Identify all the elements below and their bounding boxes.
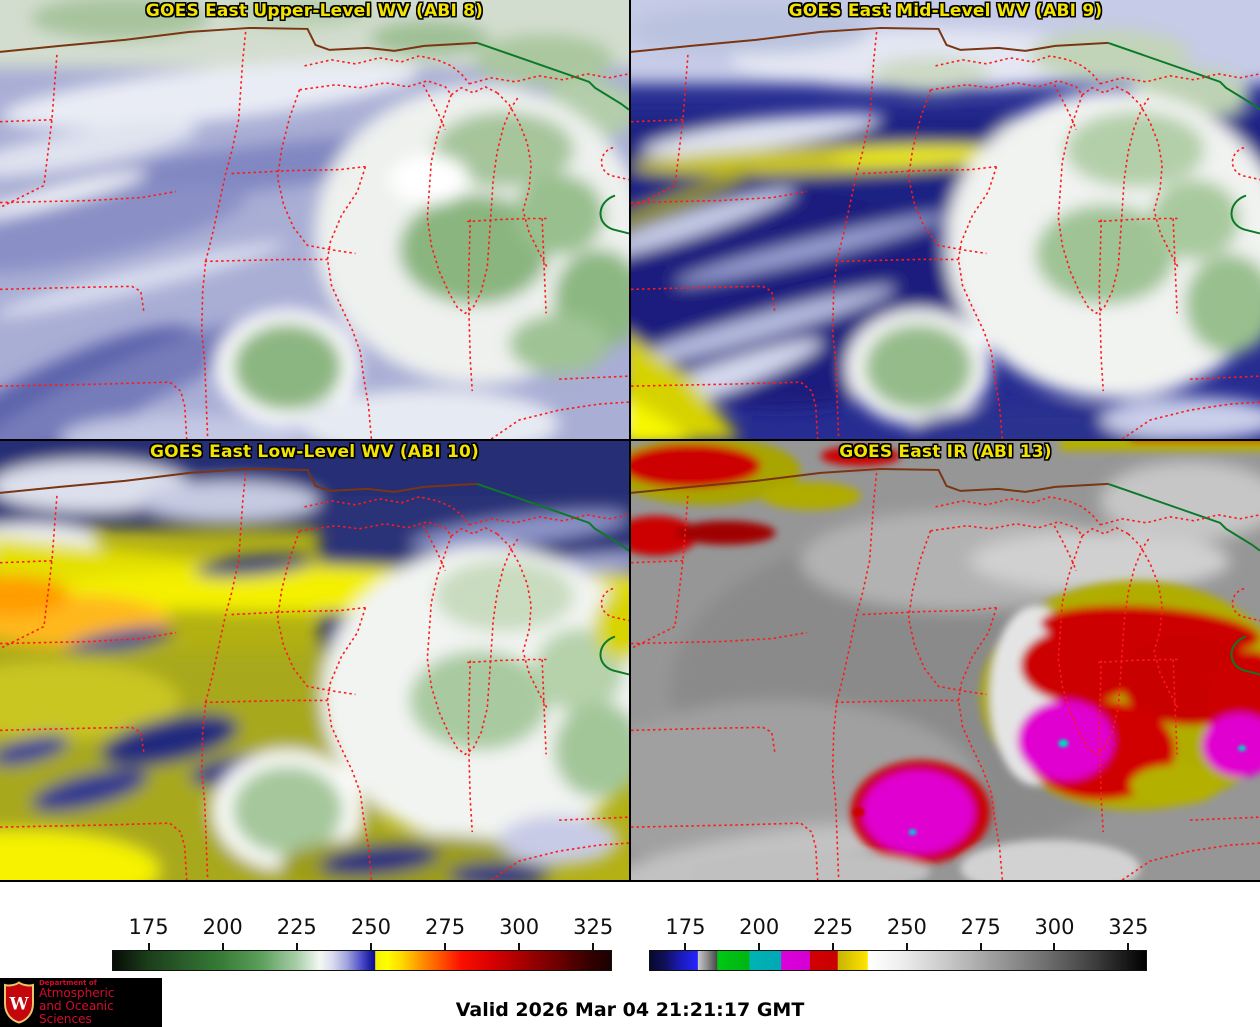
colorbar-tick <box>147 943 150 951</box>
logo-line2: and Oceanic Sciences <box>39 998 114 1026</box>
panel-abi10-low-wv: GOES East Low-Level WV (ABI 10) <box>0 441 629 880</box>
logo-dept-line: Department of <box>39 978 97 987</box>
colorbar-tick <box>684 943 687 951</box>
colorbar-tick-label: 300 <box>1034 915 1075 939</box>
colorbar-tick <box>1053 943 1056 951</box>
colorbar-tick <box>979 943 982 951</box>
colorbar-tick-label: 275 <box>960 915 1001 939</box>
colorbar-tick-label: 175 <box>665 915 706 939</box>
colorbar-tick <box>758 943 761 951</box>
satellite-quad-grid: GOES East Upper-Level WV (ABI 8) <box>0 0 1260 882</box>
panel-title-abi10: GOES East Low-Level WV (ABI 10) <box>149 442 479 462</box>
uw-crest-icon: W <box>4 981 34 1024</box>
logo-line1: Atmospheric <box>39 986 115 1001</box>
panel-title-abi13: GOES East IR (ABI 13) <box>839 442 1052 462</box>
colorbar-tick <box>832 943 835 951</box>
logo-text: Department of Atmospheric and Oceanic Sc… <box>39 978 158 1026</box>
colorbar-tick <box>1127 943 1130 951</box>
uw-aos-logo: W Department of Atmospheric and Oceanic … <box>0 978 162 1027</box>
colorbar-tick <box>905 943 908 951</box>
colorbar-tick-label: 175 <box>128 915 169 939</box>
colorbar-tick-label: 200 <box>202 915 243 939</box>
colorbar-tick-label: 225 <box>812 915 854 939</box>
valid-timestamp: Valid 2026 Mar 04 21:21:17 GMT <box>455 999 805 1021</box>
panel-title-abi8: GOES East Upper-Level WV (ABI 8) <box>145 1 484 21</box>
colorbar-tick-label: 250 <box>350 915 391 939</box>
colorbar-tick <box>592 943 595 951</box>
infrared-colorbar: 175 200 225 250 275 300 325 <box>649 915 1148 971</box>
colorbar-tick-label: 325 <box>1108 915 1149 939</box>
satellite-image-abi8 <box>0 0 629 439</box>
colorbar-tick <box>221 943 224 951</box>
satellite-image-abi10 <box>0 441 629 880</box>
colorbar-tick <box>518 943 521 951</box>
panel-abi13-ir: GOES East IR (ABI 13) <box>631 441 1260 880</box>
colorbar-tick-label: 200 <box>739 915 780 939</box>
satellite-image-abi13 <box>631 441 1260 880</box>
colorbar-tick-label: 275 <box>424 915 466 939</box>
colorbar-tick <box>369 943 372 951</box>
satellite-image-abi9 <box>631 0 1260 439</box>
water-vapor-colorbar: 175 200 225 250 275 300 325 <box>112 915 613 971</box>
panel-title-abi9: GOES East Mid-Level WV (ABI 9) <box>788 1 1103 21</box>
colorbar-tick-label: 325 <box>573 915 614 939</box>
svg-text:W: W <box>8 995 29 1015</box>
colorbar-tick-label: 300 <box>499 915 540 939</box>
colorbar-tick-label: 225 <box>276 915 317 939</box>
colorbar-tick <box>444 943 447 951</box>
colorbar-tick <box>295 943 298 951</box>
panel-abi9-mid-wv: GOES East Mid-Level WV (ABI 9) <box>631 0 1260 439</box>
colorbar-tick-label: 250 <box>886 915 927 939</box>
panel-abi8-upper-wv: GOES East Upper-Level WV (ABI 8) <box>0 0 629 439</box>
